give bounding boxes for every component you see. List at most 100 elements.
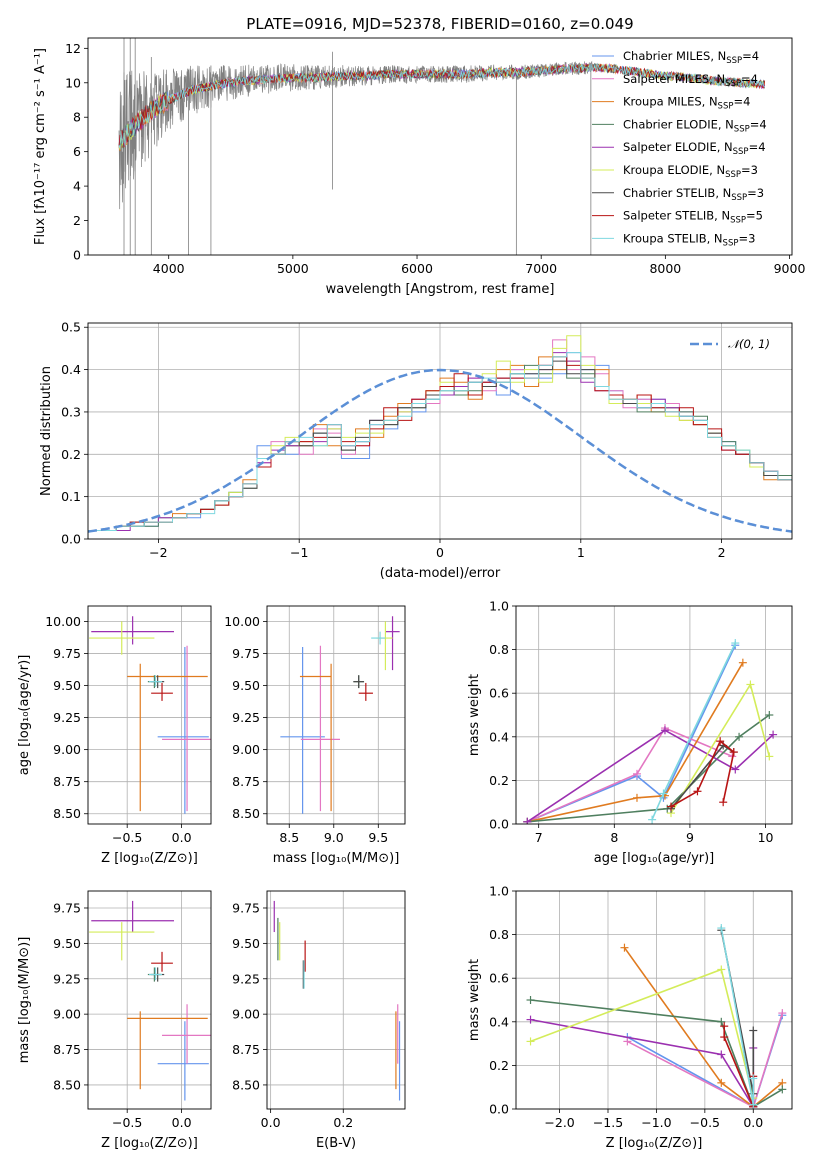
plus-marker <box>720 1033 729 1042</box>
plus-marker <box>717 1078 726 1087</box>
y-axis-label: Normed distribution <box>39 366 54 496</box>
x-tick-label: 8000 <box>649 261 681 276</box>
legend-label-text: Kroupa STELIB, N <box>623 231 723 245</box>
x-tick-label: 0.0 <box>172 830 192 845</box>
y-tick-label: 9.50 <box>53 936 81 951</box>
legend-item: Kroupa MILES, NSSP=4 <box>592 95 750 112</box>
y-tick-label: 0.8 <box>489 927 509 942</box>
errorbar-point <box>157 1021 209 1101</box>
legend-label: Salpeter ELODIE, NSSP=4 <box>623 140 766 157</box>
plot-area <box>89 616 211 814</box>
legend-item: Chabrier MILES, NSSP=4 <box>592 49 759 66</box>
errorbar-point <box>157 647 209 814</box>
legend-item: Chabrier ELODIE, NSSP=4 <box>592 117 767 134</box>
x-tick-label: −2.0 <box>544 1115 574 1130</box>
legend-label-suffix: =4 <box>750 117 767 131</box>
x-tick-label: 9.0 <box>324 830 344 845</box>
y-axis-label: mass weight <box>467 674 482 756</box>
legend-label-subscript: SSP <box>723 238 739 248</box>
legend-label-text: Salpeter STELIB, N <box>623 209 730 223</box>
plus-marker <box>749 1026 758 1035</box>
y-tick-label: 8.75 <box>232 1042 260 1057</box>
y-tick-label: 9.50 <box>232 678 260 693</box>
y-tick-label: 9.25 <box>53 971 81 986</box>
plus-marker <box>738 658 747 667</box>
legend-label-text: Chabrier STELIB, N <box>623 186 731 200</box>
y-tick-label: 10 <box>65 75 81 90</box>
mass-weight-series <box>530 1018 755 1109</box>
x-axis-label: (data-model)/error <box>380 566 501 581</box>
plus-marker <box>717 965 726 974</box>
errorbar-point <box>89 621 155 655</box>
plus-marker <box>749 1074 758 1083</box>
subplot-mass_vs_EBV: 0.0 0.2 8.50 8.75 9.00 9.25 9.50 9.75 E(B-V) <box>232 890 406 1151</box>
legend-label-suffix: =3 <box>747 186 764 200</box>
y-tick-label: 0.0 <box>489 817 509 832</box>
x-tick-label: 0 <box>436 545 444 560</box>
plot-area <box>523 639 778 824</box>
x-tick-label: 5000 <box>277 261 309 276</box>
y-tick-label: 12 <box>65 41 81 56</box>
y-tick-label: 1.0 <box>489 884 509 899</box>
legend-label-suffix: =5 <box>746 209 763 223</box>
subplot-age_vs_mass: 8.5 9.0 9.5 8.50 8.75 9.00 9.25 9.50 9.75 10.00 ma… <box>224 605 406 866</box>
plus-marker <box>735 732 744 741</box>
y-axis-label: mass weight <box>467 959 482 1041</box>
legend-label-text: Salpeter MILES, N <box>623 72 725 86</box>
legend-label-text: Kroupa MILES, N <box>623 95 718 109</box>
x-tick-label: 8.5 <box>279 830 299 845</box>
y-axis-label: mass [log₁₀(M/M⊙)] <box>17 937 32 1064</box>
plus-marker <box>693 787 702 796</box>
y-tick-label: 0.4 <box>61 362 81 377</box>
y-tick-label: 0.6 <box>489 971 509 986</box>
y-tick-label: 9.50 <box>232 936 260 951</box>
mass-weight-series <box>530 968 755 1099</box>
y-tick-label: 6 <box>73 144 81 159</box>
plus-marker <box>729 748 738 757</box>
x-axis-label: mass [log₁₀(M/M⊙)] <box>273 851 400 866</box>
mass-weight-series <box>527 714 770 823</box>
plus-marker <box>778 1085 787 1094</box>
mass-weight-series <box>526 729 774 823</box>
plus-marker <box>716 737 725 746</box>
plot-area <box>526 924 787 1109</box>
x-axis-label: E(B-V) <box>316 1136 356 1151</box>
errorbar-point <box>127 1011 208 1090</box>
plus-marker <box>749 1100 758 1109</box>
subplot-massweight_vs_age: 7 8 9 10 0.0 0.2 0.4 0.6 0.8 1.0 age [log₁₀(age/yr… <box>467 599 793 866</box>
plus-marker <box>778 1009 787 1018</box>
plus-marker <box>526 1037 535 1046</box>
y-tick-label: 8 <box>73 110 81 125</box>
legend-label: Chabrier ELODIE, NSSP=4 <box>623 117 767 134</box>
errorbar-point <box>371 631 386 645</box>
x-tick-label: 10 <box>758 830 774 845</box>
x-tick-label: 6000 <box>401 261 433 276</box>
legend-label: Salpeter MILES, NSSP=4 <box>623 72 758 89</box>
x-tick-label: 7000 <box>525 261 557 276</box>
plus-marker <box>667 802 676 811</box>
y-tick-label: 9.75 <box>53 900 81 915</box>
plus-marker <box>659 789 668 798</box>
x-tick-label: 8 <box>610 830 618 845</box>
errorbar-point <box>376 621 393 671</box>
y-tick-label: 8.50 <box>53 1077 81 1092</box>
y-tick-label: 4 <box>73 179 81 194</box>
y-tick-label: 9.00 <box>232 742 260 757</box>
y-tick-label: 8.75 <box>53 774 81 789</box>
errorbar-point <box>151 951 173 972</box>
y-tick-label: 8.50 <box>232 1077 260 1092</box>
x-tick-label: −0.5 <box>690 1115 720 1130</box>
x-tick-label: 9000 <box>774 261 806 276</box>
errorbar-point <box>280 647 325 814</box>
y-tick-label: 9.00 <box>232 1007 260 1022</box>
legend-item: Kroupa STELIB, NSSP=3 <box>592 231 755 248</box>
y-tick-label: 0.3 <box>61 404 81 419</box>
errorbar-point <box>148 967 163 981</box>
legend-label-suffix: =4 <box>742 49 759 63</box>
y-tick-label: 9.25 <box>232 710 260 725</box>
axes-frame <box>87 605 212 825</box>
plus-marker <box>765 711 774 719</box>
x-tick-label: −1.5 <box>593 1115 623 1130</box>
errorbar-point <box>299 663 332 812</box>
plus-marker <box>731 639 740 648</box>
